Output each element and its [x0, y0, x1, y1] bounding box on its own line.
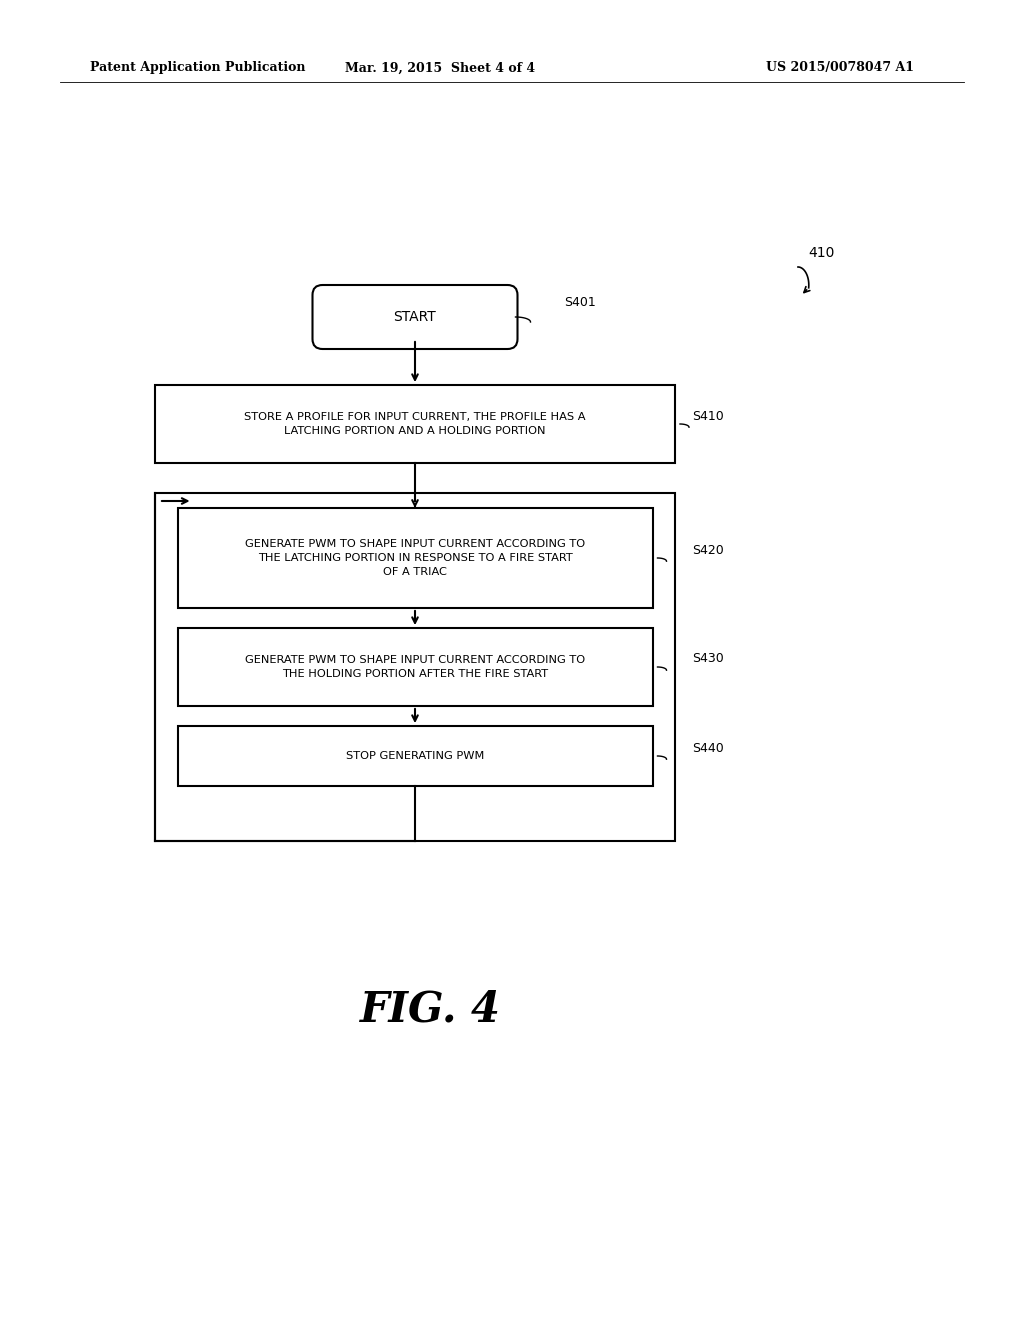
Text: FIG. 4: FIG. 4 — [359, 989, 501, 1031]
Text: US 2015/0078047 A1: US 2015/0078047 A1 — [766, 62, 914, 74]
Bar — [177, 726, 652, 785]
Text: 410: 410 — [808, 246, 835, 260]
Text: STORE A PROFILE FOR INPUT CURRENT, THE PROFILE HAS A
LATCHING PORTION AND A HOLD: STORE A PROFILE FOR INPUT CURRENT, THE P… — [245, 412, 586, 436]
Bar — [155, 385, 675, 463]
Text: Patent Application Publication: Patent Application Publication — [90, 62, 305, 74]
Text: START: START — [393, 310, 436, 323]
Bar — [177, 628, 652, 706]
Text: S430: S430 — [692, 652, 724, 665]
Text: GENERATE PWM TO SHAPE INPUT CURRENT ACCORDING TO
THE HOLDING PORTION AFTER THE F: GENERATE PWM TO SHAPE INPUT CURRENT ACCO… — [245, 655, 585, 678]
Text: S410: S410 — [692, 409, 724, 422]
FancyBboxPatch shape — [312, 285, 517, 348]
Text: STOP GENERATING PWM: STOP GENERATING PWM — [346, 751, 484, 762]
Text: GENERATE PWM TO SHAPE INPUT CURRENT ACCORDING TO
THE LATCHING PORTION IN RESPONS: GENERATE PWM TO SHAPE INPUT CURRENT ACCO… — [245, 539, 585, 577]
Text: S420: S420 — [692, 544, 724, 557]
Text: S440: S440 — [692, 742, 724, 755]
Text: S401: S401 — [564, 297, 596, 309]
Bar — [177, 508, 652, 609]
Bar — [155, 492, 675, 841]
Text: Mar. 19, 2015  Sheet 4 of 4: Mar. 19, 2015 Sheet 4 of 4 — [345, 62, 536, 74]
